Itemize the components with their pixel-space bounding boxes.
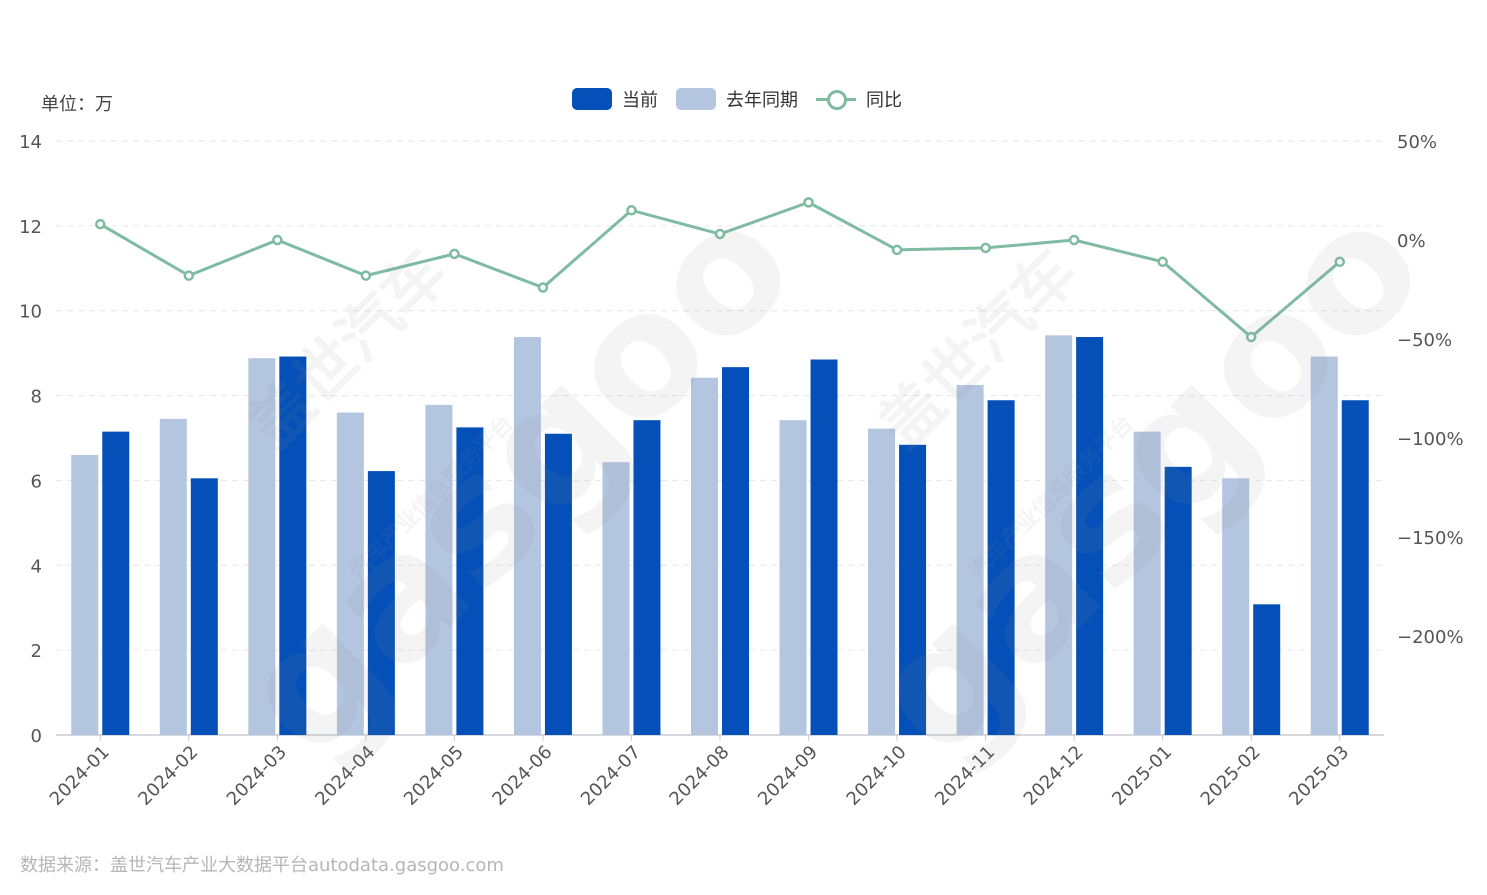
x-tick-label: 2024-09	[754, 742, 822, 810]
yoy-point	[1245, 331, 1257, 343]
bar-current	[1253, 604, 1281, 735]
x-tick-label: 2024-08	[665, 742, 733, 810]
y-tick-left: 14	[19, 132, 42, 153]
bar-current	[899, 444, 927, 735]
yoy-point	[449, 248, 460, 260]
x-tick-label: 2024-03	[223, 742, 291, 810]
x-tick-label: 2024-07	[577, 742, 645, 810]
bar-current	[367, 471, 395, 735]
data-source-note: 数据来源：盖世汽车产业大数据平台autodata.gasgoo.com	[20, 855, 504, 876]
yoy-point	[1334, 256, 1345, 268]
yoy-point	[891, 244, 903, 256]
unit-label: 单位：万	[41, 94, 113, 115]
y-tick-left: 2	[31, 641, 42, 662]
bar-current	[456, 427, 484, 735]
yoy-point	[803, 197, 814, 208]
x-tick-label: 2025-02	[1197, 742, 1265, 810]
yoy-point	[1157, 256, 1168, 268]
yoy-point	[537, 282, 549, 293]
bar-last-year	[1133, 431, 1161, 735]
yoy-point	[1068, 234, 1080, 246]
x-tick-label: 2024-12	[1020, 742, 1088, 810]
bar-last-year	[71, 454, 99, 735]
x-tick-label: 2024-01	[46, 742, 114, 810]
bar-current	[279, 356, 307, 735]
legend-item-yoy[interactable]: 同比	[816, 86, 902, 112]
y-tick-right: −200%	[1397, 627, 1464, 648]
y-tick-right: 50%	[1397, 132, 1437, 153]
y-tick-left: 12	[19, 217, 42, 238]
bar-last-year	[779, 420, 807, 735]
y-tick-right: −100%	[1397, 429, 1464, 450]
yoy-point	[95, 218, 106, 230]
legend-label-yoy: 同比	[866, 90, 902, 111]
bar-current	[102, 431, 130, 735]
y-tick-left: 0	[31, 726, 42, 747]
legend-swatch-current	[572, 88, 612, 110]
bar-current	[1164, 466, 1192, 735]
bar-last-year	[956, 384, 984, 735]
x-tick-label: 2024-02	[134, 742, 202, 810]
y-tick-left: 4	[31, 556, 42, 577]
legend-swatch-last-year	[676, 88, 716, 110]
bar-current	[1341, 400, 1369, 735]
legend-item-last-year[interactable]: 去年同期	[676, 86, 798, 112]
x-tick-label: 2025-01	[1108, 742, 1176, 810]
bar-last-year	[1310, 356, 1338, 735]
legend-label-last-year: 去年同期	[726, 90, 798, 111]
yoy-point	[272, 234, 283, 246]
bar-current	[544, 433, 572, 735]
bar-current	[633, 420, 661, 735]
y-tick-left: 8	[31, 387, 42, 408]
bar-current	[722, 367, 749, 735]
yoy-point	[183, 270, 195, 281]
x-tick-label: 2024-11	[931, 742, 999, 810]
yoy-line	[99, 200, 1341, 339]
bar-last-year	[602, 462, 630, 735]
bar-current	[987, 400, 1015, 735]
bar-current	[1076, 337, 1104, 735]
yoy-point	[626, 205, 637, 216]
x-tick-label: 2024-10	[843, 742, 911, 810]
bar-last-year	[336, 412, 364, 735]
y-tick-right: −50%	[1397, 330, 1452, 351]
bar-current	[810, 359, 838, 735]
x-tick-label: 2024-06	[488, 742, 556, 810]
yoy-point	[980, 242, 991, 254]
y-tick-left: 10	[19, 302, 42, 323]
yoy-point	[360, 270, 372, 281]
bar-current	[190, 478, 218, 735]
bar-last-year	[159, 418, 187, 735]
y-tick-right: 0%	[1397, 231, 1426, 252]
bar-last-year	[691, 377, 718, 735]
y-tick-left: 6	[31, 471, 42, 492]
x-tick-label: 2024-05	[400, 742, 468, 810]
bar-last-year	[1045, 335, 1073, 735]
yoy-point	[714, 228, 726, 240]
legend-swatch-yoy	[816, 88, 856, 110]
bar-last-year	[1222, 478, 1250, 735]
bar-last-year	[868, 428, 896, 735]
legend-label-current: 当前	[622, 90, 658, 111]
y-tick-right: −150%	[1397, 528, 1464, 549]
bar-last-year	[425, 404, 453, 735]
bar-last-year	[248, 358, 276, 735]
x-tick-label: 2025-03	[1285, 742, 1353, 810]
chart-legend: 当前 去年同期 同比	[572, 86, 920, 112]
legend-item-current[interactable]: 当前	[572, 86, 658, 112]
bar-last-year	[513, 337, 541, 735]
x-tick-label: 2024-04	[311, 742, 379, 810]
